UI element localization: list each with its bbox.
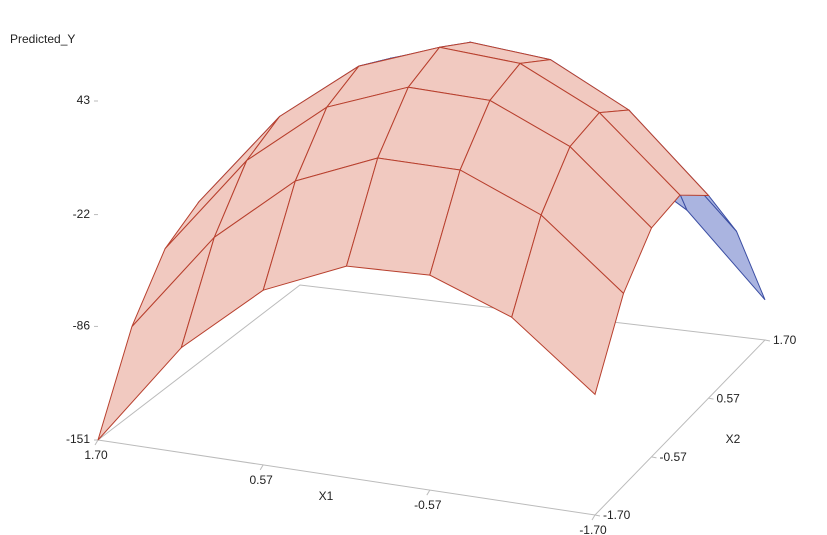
- z-tick-label: 43: [77, 93, 91, 107]
- y-tick: [651, 456, 657, 459]
- x-tick-label: 1.70: [84, 448, 108, 462]
- y-tick: [764, 339, 771, 342]
- x-tick-label: -1.70: [579, 523, 607, 535]
- z-tick-label: -22: [73, 207, 91, 221]
- y-tick: [708, 397, 714, 400]
- y-axis-title: X2: [726, 432, 741, 446]
- y-tick-label: 1.70: [773, 333, 797, 347]
- x-tick-label: 0.57: [249, 473, 273, 487]
- x-tick: [591, 514, 596, 521]
- y-tick-label: 0.57: [717, 391, 741, 405]
- y-tick-label: -1.70: [603, 508, 631, 522]
- y-tick-label: -0.57: [660, 450, 688, 464]
- z-axis-title: Predicted_Y: [10, 32, 75, 46]
- x-tick-label: -0.57: [414, 498, 442, 512]
- surface-underside: [97, 236, 215, 441]
- z-tick-label: -86: [73, 319, 91, 333]
- x-tick: [94, 439, 99, 446]
- x-tick: [426, 489, 431, 496]
- z-tick-label: -151: [66, 432, 90, 446]
- y-tick: [594, 514, 601, 517]
- x-tick: [259, 464, 264, 471]
- x-axis-title: X1: [319, 489, 334, 503]
- surface-underside: [511, 214, 625, 396]
